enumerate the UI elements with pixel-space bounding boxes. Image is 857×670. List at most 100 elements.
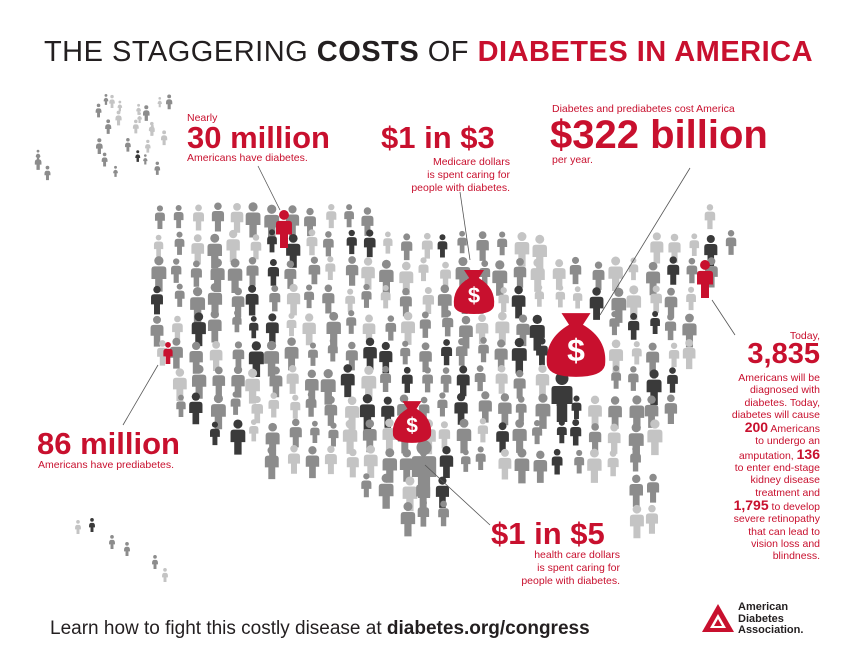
svg-text:$: $ — [468, 283, 480, 308]
person-icon — [419, 342, 432, 373]
person-icon — [385, 315, 397, 341]
person-icon — [166, 94, 173, 110]
person-icon — [211, 202, 225, 232]
person-icon — [103, 93, 109, 105]
person-icon — [124, 542, 130, 556]
footer-pre: Learn how to fight this costly disease a… — [50, 618, 387, 639]
person-icon — [109, 535, 115, 549]
logo-line3: Association. — [738, 624, 804, 637]
person-icon — [401, 366, 413, 393]
person-icon — [650, 311, 660, 335]
person-icon — [379, 341, 393, 374]
person-icon — [417, 499, 430, 527]
today-line: Americans will be — [738, 372, 820, 384]
person-icon — [363, 337, 377, 370]
person-icon — [245, 202, 261, 238]
person-icon — [171, 258, 182, 283]
person-icon — [342, 419, 358, 454]
person-icon — [626, 285, 642, 321]
person-icon — [105, 119, 112, 134]
money-bag-icon: $ — [546, 313, 606, 377]
person-icon — [647, 473, 660, 503]
person-icon — [268, 392, 280, 418]
person-icon — [117, 100, 123, 112]
stat-1in5-sub3: people with diabetes. — [521, 575, 620, 588]
person-icon — [689, 233, 700, 257]
person-icon — [230, 391, 241, 415]
stat-86m-big: 86 million — [37, 426, 180, 461]
stat-1in3-sub: Medicare dollars is spent caring for peo… — [380, 156, 510, 195]
person-icon — [456, 365, 470, 397]
person-icon — [551, 448, 563, 475]
person-icon — [664, 313, 677, 341]
person-icon — [461, 449, 471, 472]
person-icon — [629, 474, 644, 507]
callout-line — [599, 167, 691, 316]
person-icon — [629, 395, 645, 431]
stat-1in3-sub2: is spent caring for — [427, 169, 510, 182]
stat-1in5-big: $1 in $5 — [491, 516, 605, 551]
person-icon — [421, 232, 433, 259]
person-icon — [650, 285, 662, 313]
person-icon — [589, 287, 604, 320]
person-icon — [44, 165, 51, 181]
person-icon — [115, 110, 122, 126]
person-icon — [630, 445, 641, 472]
callout-line — [257, 165, 281, 211]
highlight-person-icon — [276, 210, 292, 248]
person-icon — [340, 364, 355, 398]
person-icon — [135, 150, 141, 162]
person-icon — [249, 315, 259, 339]
stat-30m-sub: Americans have diabetes. — [187, 152, 308, 164]
person-icon — [327, 337, 338, 362]
person-icon — [477, 418, 489, 443]
person-icon — [169, 337, 183, 369]
title-bold: COSTS — [316, 36, 420, 68]
person-icon — [400, 340, 411, 365]
person-icon — [191, 234, 205, 265]
person-icon — [75, 520, 81, 534]
person-icon — [399, 287, 412, 317]
today-line: diabetes will cause — [731, 408, 820, 421]
callout-line — [424, 464, 491, 526]
footer-link[interactable]: diabetes.org/congress — [386, 618, 590, 639]
person-icon — [533, 450, 548, 483]
person-icon — [212, 366, 226, 397]
person-icon — [265, 313, 279, 344]
person-icon — [498, 393, 512, 426]
person-icon — [191, 312, 206, 347]
today-line: kidney disease — [750, 474, 820, 487]
money-bag-icon: $ — [453, 270, 495, 314]
person-icon — [497, 231, 508, 256]
person-icon — [570, 419, 582, 446]
person-icon — [457, 230, 467, 254]
stat-86m-sub: Americans have prediabetes. — [38, 459, 174, 471]
person-icon — [686, 257, 698, 284]
logo-line1: American — [738, 601, 789, 613]
person-icon — [157, 97, 162, 108]
person-icon — [725, 230, 737, 255]
person-icon — [305, 391, 317, 417]
person-icon — [172, 368, 187, 402]
today-n200: 200 — [744, 419, 769, 436]
person-icon — [608, 256, 623, 291]
today-after200: Americans — [768, 423, 820, 436]
person-icon — [609, 310, 620, 336]
person-icon — [345, 256, 359, 286]
person-icon — [267, 229, 277, 253]
person-icon — [628, 312, 640, 340]
person-icon — [380, 365, 392, 392]
person-icon — [442, 310, 454, 337]
today-line: treatment and — [755, 486, 820, 499]
person-icon — [189, 392, 203, 425]
today-after1795: to develop — [768, 500, 820, 513]
person-icon — [245, 284, 259, 316]
today-big: 3,835 — [747, 338, 820, 370]
person-icon — [629, 504, 644, 539]
person-icon — [494, 339, 508, 371]
person-icon — [574, 449, 585, 474]
person-icon — [161, 130, 168, 146]
person-icon — [383, 231, 393, 254]
person-icon — [306, 229, 318, 256]
